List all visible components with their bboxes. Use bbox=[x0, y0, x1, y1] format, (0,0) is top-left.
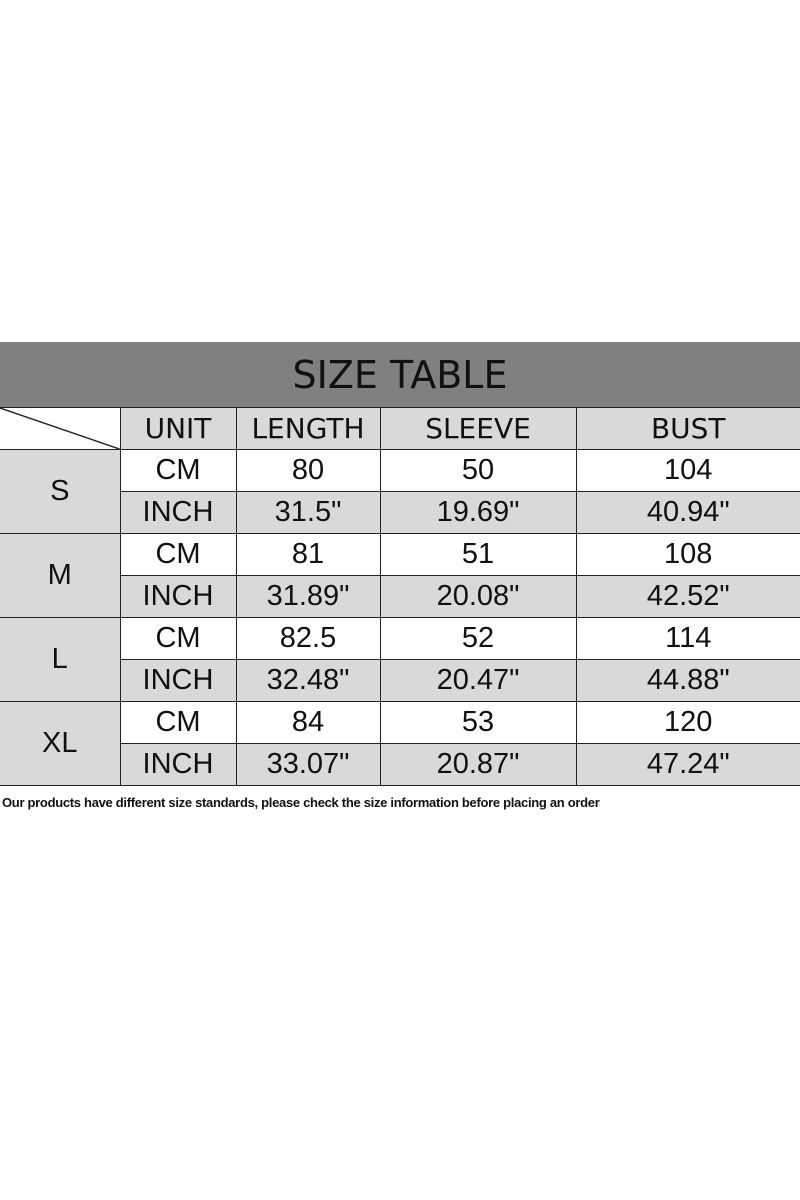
cell-bust: 40.94" bbox=[575, 491, 800, 534]
cell-sleeve: 52 bbox=[379, 617, 577, 660]
size-table-title: SIZE TABLE bbox=[0, 342, 800, 407]
size-table: UNIT LENGTH SLEEVE BUST S CM 80 50 104 INCH 31… bbox=[0, 407, 800, 786]
cell-sleeve: 20.47" bbox=[379, 659, 577, 702]
cell-unit: INCH bbox=[119, 491, 237, 534]
size-label: L bbox=[0, 617, 121, 702]
header-row: UNIT LENGTH SLEEVE BUST bbox=[0, 407, 800, 450]
cell-unit: INCH bbox=[119, 659, 237, 702]
table-row-s-cm: S CM 80 50 104 bbox=[0, 449, 800, 534]
cell-bust: 114 bbox=[575, 617, 800, 660]
table-row-l-cm: L CM 82.5 52 114 bbox=[0, 617, 800, 702]
cell-unit: INCH bbox=[119, 575, 237, 618]
header-sleeve: SLEEVE bbox=[379, 407, 577, 450]
size-label: M bbox=[0, 533, 121, 618]
diagonal-corner-cell bbox=[0, 407, 121, 450]
size-note: Our products have different size standar… bbox=[2, 795, 600, 810]
cell-length: 31.89" bbox=[235, 575, 381, 618]
cell-sleeve: 53 bbox=[379, 701, 577, 744]
table-row-xl-inch: INCH 33.07" 20.87" 47.24" bbox=[0, 743, 800, 786]
table-row-l-inch: INCH 32.48" 20.47" 44.88" bbox=[0, 659, 800, 702]
header-length: LENGTH bbox=[235, 407, 381, 450]
cell-bust: 44.88" bbox=[575, 659, 800, 702]
cell-length: 82.5 bbox=[235, 617, 381, 660]
table-row-xl-cm: XL CM 84 53 120 bbox=[0, 701, 800, 786]
cell-length: 33.07" bbox=[235, 743, 381, 786]
cell-bust: 47.24" bbox=[575, 743, 800, 786]
cell-unit: CM bbox=[119, 617, 237, 660]
table-row-m-cm: M CM 81 51 108 bbox=[0, 533, 800, 618]
cell-length: 32.48" bbox=[235, 659, 381, 702]
header-unit: UNIT bbox=[119, 407, 237, 450]
cell-bust: 42.52" bbox=[575, 575, 800, 618]
cell-length: 80 bbox=[235, 449, 381, 492]
cell-bust: 108 bbox=[575, 533, 800, 576]
cell-bust: 120 bbox=[575, 701, 800, 744]
cell-sleeve: 50 bbox=[379, 449, 577, 492]
cell-sleeve: 20.08" bbox=[379, 575, 577, 618]
size-label: XL bbox=[0, 701, 121, 786]
cell-sleeve: 20.87" bbox=[379, 743, 577, 786]
cell-length: 81 bbox=[235, 533, 381, 576]
cell-unit: CM bbox=[119, 449, 237, 492]
cell-length: 84 bbox=[235, 701, 381, 744]
cell-sleeve: 51 bbox=[379, 533, 577, 576]
cell-length: 31.5" bbox=[235, 491, 381, 534]
cell-unit: CM bbox=[119, 533, 237, 576]
cell-unit: INCH bbox=[119, 743, 237, 786]
cell-bust: 104 bbox=[575, 449, 800, 492]
cell-sleeve: 19.69" bbox=[379, 491, 577, 534]
header-bust: BUST bbox=[575, 407, 800, 450]
size-label: S bbox=[0, 449, 121, 534]
table-row-m-inch: INCH 31.89" 20.08" 42.52" bbox=[0, 575, 800, 618]
table-row-s-inch: INCH 31.5" 19.69" 40.94" bbox=[0, 491, 800, 534]
cell-unit: CM bbox=[119, 701, 237, 744]
